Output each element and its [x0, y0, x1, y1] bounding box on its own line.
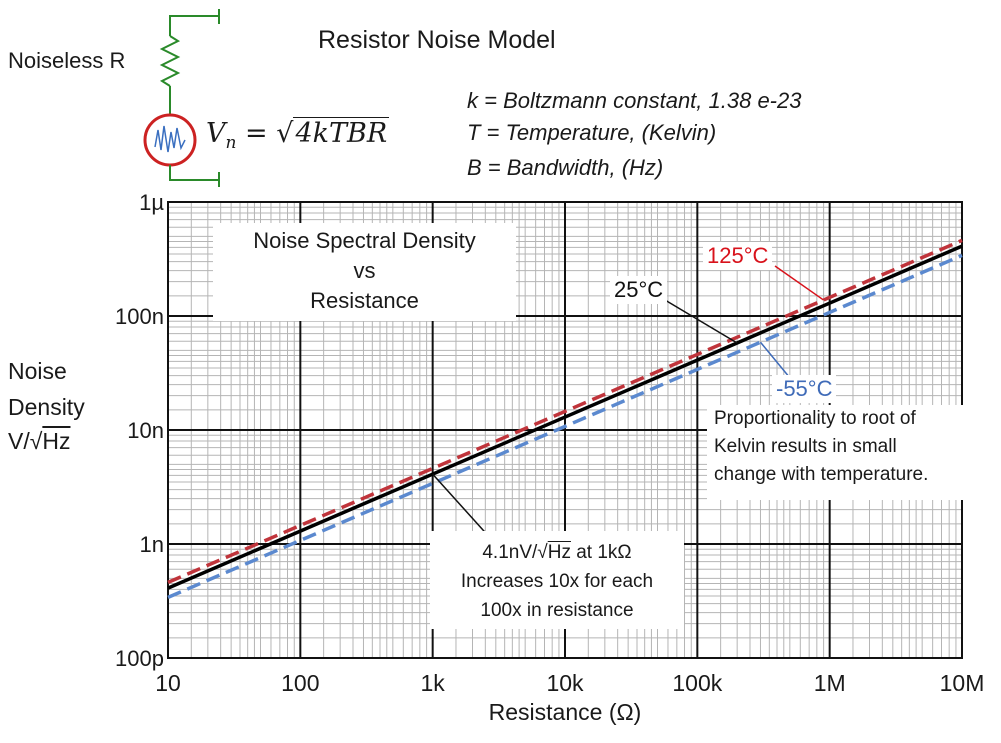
x-tick-label: 1k: [421, 670, 446, 696]
x-tick-label: 100: [281, 670, 319, 696]
annotation-1k-line3: 100x in resistance: [480, 600, 634, 621]
y-tick-label: 100p: [115, 646, 164, 671]
prop-note-line1: Proportionality to root of: [714, 408, 916, 429]
y-tick-label: 100n: [115, 304, 164, 329]
chart-title-line1: Noise Spectral Density: [253, 228, 476, 253]
schematic-bottom-wire: [169, 165, 219, 181]
leader-125c: [774, 265, 825, 301]
formula-lhs-sub: n: [225, 133, 237, 153]
y-tick-label: 1µ: [139, 190, 164, 215]
annotation-1k-prefix: 4.1nV/√: [482, 542, 548, 563]
annotation-1k-line2: Increases 10x for each: [460, 571, 654, 592]
resistor-label: Noiseless R: [8, 48, 126, 73]
definition-t: T = Temperature, (Kelvin): [467, 120, 717, 145]
definition-b: B = Bandwidth, (Hz): [467, 155, 664, 180]
x-tick-label: 10M: [940, 670, 985, 696]
chart-title-line2: vs: [353, 258, 376, 283]
x-tick-label: 100k: [672, 670, 722, 696]
resistor-zigzag-symbol: [159, 35, 181, 87]
leader-minus-55c: [759, 341, 791, 379]
tick-label-layer: 10 100 1k 10k 100k 1M 10M 100p 1n 10n 100n 1µ Resist…: [115, 190, 984, 725]
y-axis-label-line1: Noise: [8, 358, 67, 384]
series-label-minus-55c: -55°C: [772, 375, 837, 403]
prop-note-line3: change with temperature.: [714, 464, 929, 485]
noise-formula: Vn = √4kTBR: [206, 117, 390, 153]
series-layer: [167, 238, 963, 600]
chart-title-box: Noise Spectral Density vs Resistance: [213, 223, 516, 321]
chart-title-line3: Resistance: [310, 288, 419, 313]
series-label-25c: 25°C: [610, 276, 668, 304]
leader-25c: [664, 299, 738, 344]
y-tick-label: 10n: [127, 418, 164, 443]
x-tick-label: 10k: [546, 670, 584, 696]
prop-note-line2: Kelvin results in small: [714, 436, 897, 457]
annotation-1k-hz: Hz: [547, 542, 571, 563]
annotation-1k-suffix: at 1kΩ: [570, 542, 632, 563]
annotation-1k-line1: 4.1nV/√Hz at 1kΩ: [430, 538, 684, 567]
schematic-top-wire: [169, 15, 219, 36]
formula-lhs-var: V: [206, 118, 226, 149]
formula-radical: √: [276, 118, 294, 149]
y-axis-label-line2: Density: [8, 394, 85, 420]
series-label-125c: 125°C: [703, 242, 773, 270]
y-axis-label-unit: V/√Hz: [8, 428, 70, 455]
page-title: Resistor Noise Model: [318, 26, 556, 54]
resistor-noise-schematic: [143, 9, 220, 187]
series-line-cold: [167, 253, 963, 600]
definition-k: k = Boltzmann constant, 1.38 e-23: [467, 88, 802, 113]
x-axis-label: Resistance (Ω): [489, 699, 642, 725]
leader-1k-annotation: [432, 473, 493, 541]
proportionality-note-box: Proportionality to root of Kelvin result…: [707, 405, 977, 500]
formula-radicand: 4kTBR: [293, 117, 390, 149]
callout-layer: [432, 265, 825, 541]
series-line-hot: [167, 238, 963, 585]
series-line-room: [167, 244, 963, 590]
formula-equals: =: [245, 118, 268, 149]
annotation-1k-box: 4.1nV/√Hz at 1kΩ Increases 10x for each …: [430, 531, 684, 629]
x-tick-label: 1M: [814, 670, 846, 696]
y-tick-label: 1n: [140, 532, 164, 557]
noise-wave-icon: [154, 125, 186, 153]
y-unit-hz: Hz: [42, 428, 71, 454]
y-unit-prefix: V/√: [8, 428, 43, 454]
x-tick-label: 10: [155, 670, 181, 696]
